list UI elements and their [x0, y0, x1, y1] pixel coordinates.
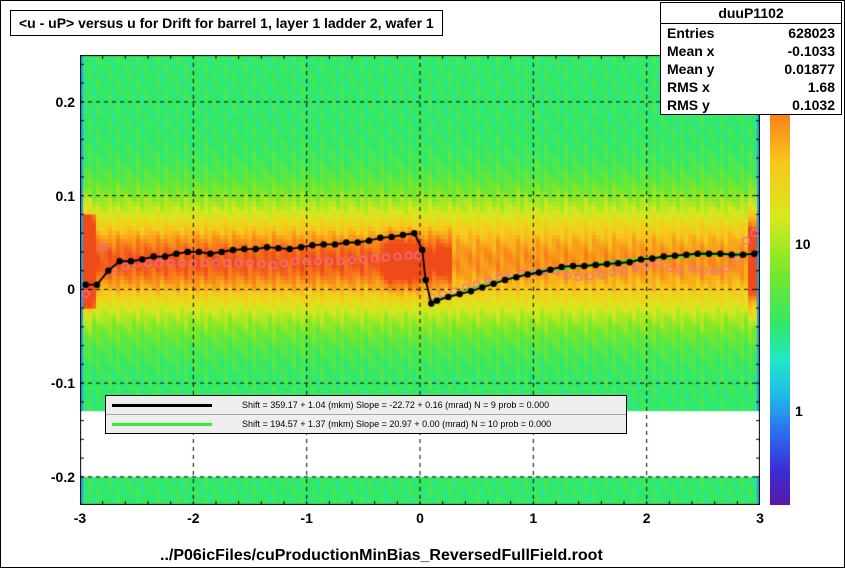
colorbar — [770, 55, 790, 505]
x-axis-filepath-label: ../P06icFiles/cuProductionMinBias_Revers… — [160, 547, 603, 565]
y-tick-label: 0 — [15, 281, 75, 297]
legend-row: Shift = 194.57 + 1.37 (mkm) Slope = 20.9… — [106, 415, 626, 433]
y-tick-label: -0.1 — [15, 375, 75, 391]
x-tick-label: 3 — [756, 510, 764, 526]
stats-row: Entries628023 — [661, 24, 841, 42]
x-tick-label: -3 — [74, 510, 86, 526]
stats-row: RMS x1.68 — [661, 78, 841, 96]
x-tick-label: 0 — [416, 510, 424, 526]
x-tick-label: 2 — [643, 510, 651, 526]
plot-area — [80, 55, 760, 505]
plot-title: <u - uP> versus u for Drift for barrel 1… — [10, 10, 443, 36]
stats-title: duuP1102 — [661, 3, 841, 24]
x-tick-label: 1 — [529, 510, 537, 526]
heatmap-canvas — [80, 55, 760, 505]
y-tick-label: -0.2 — [15, 469, 75, 485]
colorbar-tick-label: 10 — [795, 236, 811, 252]
x-tick-label: -2 — [187, 510, 199, 526]
y-tick-label: 0.1 — [15, 188, 75, 204]
stats-row: Mean x-0.1033 — [661, 42, 841, 60]
legend-row: Shift = 359.17 + 1.04 (mkm) Slope = -22.… — [106, 396, 626, 415]
stats-row: Mean y0.01877 — [661, 60, 841, 78]
stats-panel: duuP1102 Entries628023Mean x-0.1033Mean … — [660, 2, 842, 115]
fit-legend: Shift = 359.17 + 1.04 (mkm) Slope = -22.… — [105, 395, 627, 434]
y-tick-label: 0.2 — [15, 94, 75, 110]
colorbar-tick-label: 1 — [795, 403, 803, 419]
colorbar-labels: 1 10 — [795, 55, 835, 505]
stats-row: RMS y0.1032 — [661, 96, 841, 114]
x-tick-label: -1 — [300, 510, 312, 526]
